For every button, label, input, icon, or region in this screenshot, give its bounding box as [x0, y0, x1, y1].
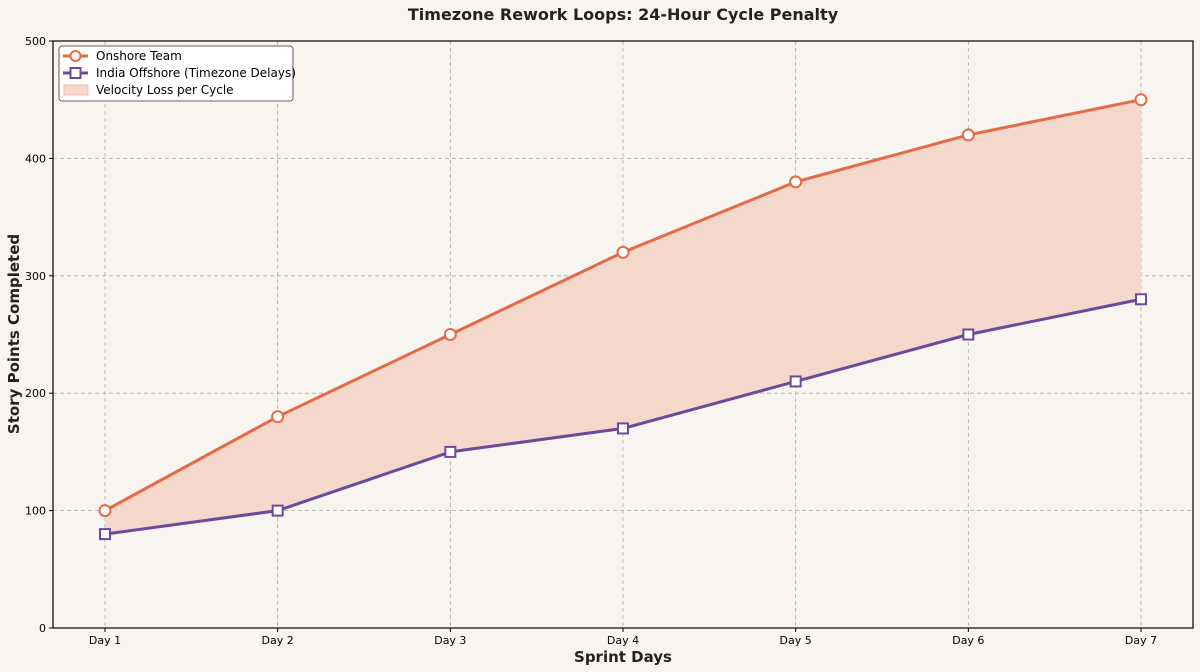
x-tick-label: Day 3	[434, 634, 466, 647]
velocity-loss-area	[105, 99, 1141, 535]
x-tick-label: Day 2	[262, 634, 294, 647]
y-tick-label: 200	[25, 387, 46, 400]
data-point-onshore	[443, 328, 457, 341]
y-tick-label: 0	[39, 622, 46, 635]
data-point-offshore	[962, 328, 975, 341]
data-point-offshore	[617, 422, 629, 435]
data-point-offshore	[1135, 293, 1147, 306]
legend-box	[58, 45, 294, 102]
data-point-onshore	[616, 245, 630, 259]
legend-onshore-label: Onshore Team	[96, 49, 182, 63]
legend-fill-swatch	[63, 84, 89, 96]
x-tick-label: Day 5	[780, 634, 812, 647]
axis-ticks: 0 100 200 300 400 500 Day 1 Day 2 Day 3 Day 4 Day …	[25, 35, 1157, 647]
x-tick-label: Day 4	[607, 634, 639, 647]
data-point-onshore	[271, 410, 285, 424]
chart-title: Timezone Rework Loops: 24-Hour Cycle Pen…	[408, 5, 839, 24]
data-point-offshore	[789, 375, 802, 388]
x-axis-title: Sprint Days	[574, 648, 672, 666]
data-point-onshore	[961, 128, 975, 142]
x-tick-label: Day 6	[952, 634, 984, 647]
data-point-onshore	[98, 504, 112, 518]
data-point-offshore	[99, 528, 111, 541]
x-tick-label: Day 7	[1125, 634, 1157, 647]
x-tick-label: Day 1	[89, 634, 121, 647]
y-tick-label: 100	[25, 505, 46, 518]
y-tick-label: 300	[25, 270, 46, 283]
y-tick-label: 500	[25, 35, 46, 48]
legend: Onshore Team India Offshore (Timezone De…	[58, 45, 296, 102]
legend-offshore-label: India Offshore (Timezone Delays)	[96, 66, 296, 80]
series-markers	[98, 93, 1148, 541]
legend-offshore-marker	[69, 67, 82, 79]
y-tick-label: 400	[25, 152, 46, 165]
legend-fill-label: Velocity Loss per Cycle	[96, 83, 234, 97]
data-point-onshore	[1134, 93, 1148, 107]
y-axis-title: Story Points Completed	[5, 234, 23, 434]
data-point-offshore	[444, 445, 457, 458]
data-point-offshore	[271, 504, 284, 517]
legend-onshore-marker	[69, 50, 82, 62]
data-point-onshore	[789, 175, 803, 189]
